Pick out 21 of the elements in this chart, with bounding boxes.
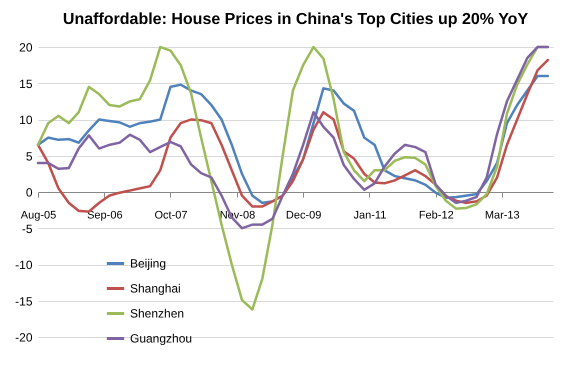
y-tick-label: -5 [22, 222, 33, 236]
y-tick-label: -20 [15, 330, 33, 344]
legend-label: Guangzhou [130, 332, 192, 346]
legend-label: Shanghai [130, 282, 181, 296]
x-tick-label: Mar-13 [484, 210, 520, 222]
y-tick-label: 5 [26, 149, 33, 164]
x-tick-label: Oct-07 [154, 210, 188, 222]
x-tick-label: Feb-12 [418, 210, 454, 222]
x-tick-label: Sep-06 [87, 210, 123, 222]
x-tick-label: Aug-05 [20, 210, 56, 222]
y-tick-label: 20 [19, 40, 33, 54]
y-tick-label: -15 [15, 294, 33, 308]
y-tick-label: -10 [15, 258, 33, 272]
y-tick-label: 15 [19, 76, 33, 91]
y-tick-label: 0 [26, 186, 33, 200]
legend-label: Beijing [130, 256, 166, 270]
legend-label: Shenzhen [130, 306, 184, 320]
chart-title: Unaffordable: House Prices in China's Top Cities up 20% YoY [62, 11, 528, 28]
x-tick-label: Dec-09 [286, 210, 322, 222]
x-tick-label: Jan-11 [354, 210, 386, 222]
y-tick-label: 10 [19, 113, 33, 127]
